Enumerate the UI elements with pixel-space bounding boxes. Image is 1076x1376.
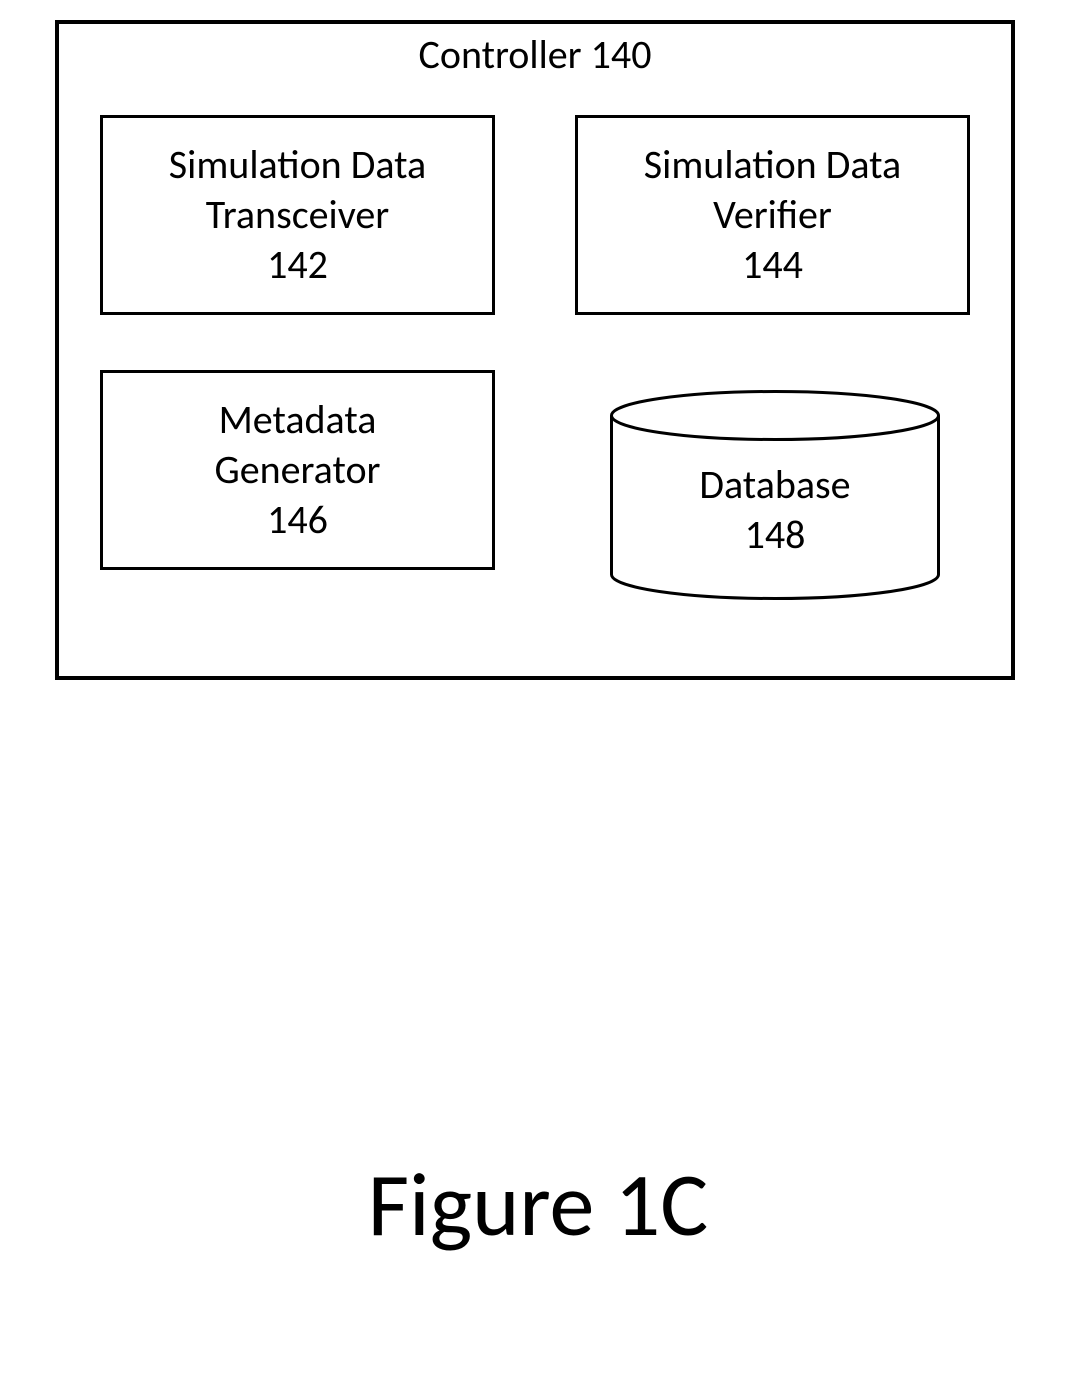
metadata-line2: Generator [214,445,380,495]
transceiver-line2: Transceiver [206,190,389,240]
metadata-line3: 146 [267,495,328,545]
figure-caption: Figure 1C [0,1150,1076,1260]
verifier-line3: 144 [742,240,803,290]
database-label: Database 148 [610,460,940,560]
database-label-line1: Database [699,460,850,510]
transceiver-line3: 142 [267,240,328,290]
transceiver-line1: Simulation Data [169,140,426,190]
database-cylinder: Database 148 [610,390,940,600]
verifier-line1: Simulation Data [644,140,901,190]
database-label-line2: 148 [745,510,806,560]
metadata-box: MetadataGenerator146 [100,370,495,570]
metadata-line1: Metadata [219,395,377,445]
transceiver-box: Simulation DataTransceiver142 [100,115,495,315]
verifier-box: Simulation DataVerifier144 [575,115,970,315]
controller-title: Controller 140 [55,30,1015,79]
verifier-line2: Verifier [713,190,832,240]
